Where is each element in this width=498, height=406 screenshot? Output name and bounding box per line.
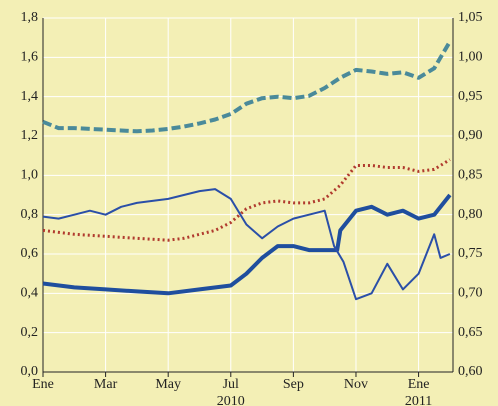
series-line [42, 188, 451, 301]
y-tick-label: 1,8 [21, 10, 39, 25]
y2-tick-label: 0,70 [458, 286, 483, 301]
y-tick-label: 0,6 [21, 246, 39, 261]
x-tick-label: Ene [32, 377, 54, 392]
y-tick-label: 1,0 [21, 168, 39, 183]
y-tick-label: 1,4 [21, 89, 39, 104]
y2-tick-label: 0,75 [458, 246, 483, 261]
year-label: 2010 [217, 394, 245, 406]
x-tick-label: May [155, 377, 181, 392]
y2-tick-label: 0,80 [458, 207, 483, 222]
plot-area [43, 18, 453, 372]
y-tick-label: 0,4 [21, 286, 39, 301]
y2-tick-label: 0,60 [458, 364, 483, 379]
year-label: 2011 [405, 394, 432, 406]
x-tick-label: Jul [223, 377, 239, 392]
y2-tick-label: 1,05 [458, 10, 483, 25]
y-tick-label: 1,6 [21, 50, 39, 65]
x-tick-label: Sep [283, 377, 304, 392]
series-line [42, 158, 451, 242]
y-tick-label: 0,8 [21, 207, 39, 222]
series-line [42, 193, 452, 296]
x-tick-label: Mar [94, 377, 118, 392]
y2-tick-label: 0,65 [458, 325, 483, 340]
y2-tick-label: 0,90 [458, 128, 483, 143]
y2-tick-label: 0,85 [458, 168, 483, 183]
series-line [42, 40, 452, 134]
y-tick-label: 0,0 [21, 364, 39, 379]
y2-tick-label: 1,00 [458, 50, 483, 65]
x-tick-label: Ene [408, 377, 430, 392]
y2-tick-label: 0,95 [458, 89, 483, 104]
x-tick-label: Nov [344, 377, 368, 392]
y-tick-label: 1,2 [21, 128, 39, 143]
y-tick-label: 0,2 [21, 325, 39, 340]
